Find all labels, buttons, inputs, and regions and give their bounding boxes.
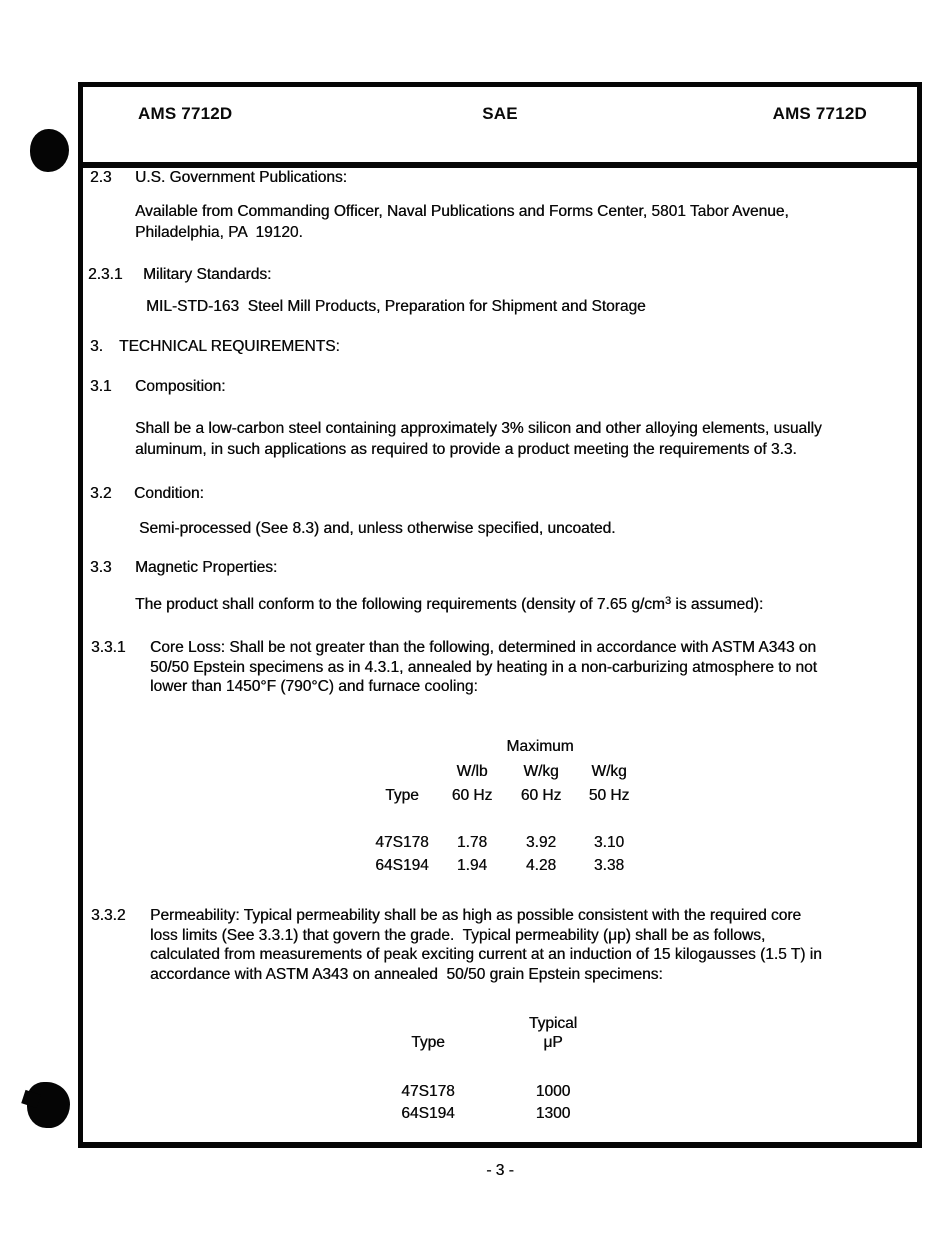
type-cell: 64S194	[375, 857, 429, 874]
paragraph-text: is assumed):	[670, 596, 764, 613]
document-body: 2.3 U.S. Government Publications: Availa…	[83, 168, 917, 1137]
punch-hole-top	[30, 129, 69, 172]
header-organization: SAE	[482, 104, 518, 123]
section-title: Composition:	[135, 378, 226, 395]
document-header: AMS 7712D SAE AMS 7712D	[83, 87, 917, 168]
span-header-maximum: Maximum	[506, 738, 574, 755]
column-header: 50 Hz	[588, 787, 630, 804]
paragraph-line: The product shall conform to the followi…	[135, 595, 903, 616]
permeability-header-row: Type μP	[396, 1034, 598, 1053]
section-3-1-paragraph: Shall be a low-carbon steel containing a…	[135, 419, 903, 460]
column-header: 60 Hz	[451, 787, 493, 804]
table-row: 47S178 1000	[396, 1082, 598, 1104]
column-header: Type	[385, 787, 419, 804]
paragraph-line: Philadelphia, PA 19120.	[135, 223, 303, 241]
section-3-3-paragraph: The product shall conform to the followi…	[135, 595, 903, 616]
value-cell: 1.78	[456, 834, 488, 851]
unit-cell: W/kg	[591, 763, 627, 780]
value-cell: 3.38	[593, 857, 625, 874]
table-row: 47S178 1.78 3.92 3.10	[366, 832, 642, 855]
paragraph-line: aluminum, in such applications as requir…	[135, 440, 797, 458]
empty-cell	[366, 736, 438, 761]
table-row: 64S194 1.94 4.28 3.38	[366, 855, 642, 878]
table-row: 64S194 1300	[396, 1104, 598, 1126]
page-number: - 3 -	[486, 1162, 514, 1179]
section-number: 3.3.1	[91, 639, 126, 656]
section-number: 3.	[90, 338, 103, 355]
section-3-3-1-paragraph: 3.3.1 Core Loss: Shall be not greater th…	[91, 638, 903, 697]
paragraph-line: accordance with ASTM A343 on annealed 50…	[150, 965, 663, 983]
paragraph-line: Semi-processed (See 8.3) and, unless oth…	[139, 520, 616, 537]
superscript-exponent: 3	[664, 594, 671, 607]
value-cell: 1.94	[456, 857, 488, 874]
section-number: 3.3.2	[91, 907, 126, 924]
value-cell: 1000	[535, 1083, 571, 1100]
paragraph-line: Available from Commanding Officer, Naval…	[135, 203, 789, 220]
empty-cell	[396, 1015, 460, 1034]
section-3-1-heading: 3.1 Composition:	[83, 377, 903, 397]
section-3-2-heading: 3.2 Condition:	[83, 484, 903, 504]
paragraph-text: The product shall conform to the followi…	[135, 596, 665, 613]
section-number: 3.2	[90, 485, 112, 502]
section-number: 2.3	[90, 169, 112, 186]
unit-cell	[366, 761, 438, 785]
section-title: Magnetic Properties:	[135, 559, 278, 576]
paragraph-line: MIL-STD-163 Steel Mill Products, Prepara…	[146, 298, 646, 315]
section-2-3-1-heading: 2.3.1 Military Standards:	[83, 265, 903, 285]
column-header: 60 Hz	[520, 787, 562, 804]
core-loss-unit-row: W/lb W/kg W/kg	[366, 761, 642, 785]
core-loss-table: Maximum W/lb W/kg W/kg Type 60 Hz 60 Hz …	[366, 736, 642, 878]
section-3-3-2-paragraph: 3.3.2 Permeability: Typical permeability…	[91, 906, 903, 984]
unit-cell: W/kg	[523, 763, 559, 780]
paragraph-line: Shall be a low-carbon steel containing a…	[135, 420, 822, 437]
section-3-2-paragraph: Semi-processed (See 8.3) and, unless oth…	[139, 519, 903, 539]
punch-hole-bottom	[27, 1082, 70, 1128]
core-loss-header-row: Type 60 Hz 60 Hz 50 Hz	[366, 785, 642, 809]
column-header: μP	[543, 1034, 563, 1051]
paragraph-line: lower than 1450°F (790°C) and furnace co…	[150, 678, 478, 695]
permeability-span-header-row: Typical	[396, 1015, 598, 1034]
header-spec-number-right: AMS 7712D	[772, 104, 867, 123]
paragraph-line: Permeability: Typical permeability shall…	[150, 907, 802, 924]
paragraph-line: calculated from measurements of peak exc…	[150, 946, 822, 963]
paragraph-line: loss limits (See 3.3.1) that govern the …	[150, 926, 766, 944]
section-3-3-heading: 3.3 Magnetic Properties:	[83, 558, 903, 578]
section-number: 3.1	[90, 378, 112, 395]
section-2-3-heading: 2.3 U.S. Government Publications:	[83, 168, 903, 188]
column-header: Type	[411, 1034, 445, 1051]
unit-cell: W/lb	[456, 763, 488, 780]
section-title: U.S. Government Publications:	[135, 169, 347, 186]
span-header-typical: Typical	[528, 1015, 578, 1032]
header-spec-number-left: AMS 7712D	[138, 104, 233, 123]
section-3-heading: 3. TECHNICAL REQUIREMENTS:	[83, 337, 903, 357]
value-cell: 1300	[535, 1105, 571, 1122]
section-title: TECHNICAL REQUIREMENTS:	[119, 338, 340, 355]
value-cell: 4.28	[525, 857, 557, 874]
section-title: Military Standards:	[143, 266, 272, 283]
section-2-3-paragraph: Available from Commanding Officer, Naval…	[135, 202, 903, 243]
section-2-3-1-reference: MIL-STD-163 Steel Mill Products, Prepara…	[146, 297, 903, 317]
core-loss-span-header-row: Maximum	[366, 736, 642, 761]
paragraph-line: 50/50 Epstein specimens as in 4.3.1, ann…	[150, 658, 817, 676]
type-cell: 47S178	[375, 834, 429, 851]
permeability-table: Typical Type μP 47S178 1000 64S194 1300	[396, 1015, 598, 1126]
section-title: Condition:	[134, 485, 204, 502]
value-cell: 3.92	[525, 834, 557, 851]
document-border-box: AMS 7712D SAE AMS 7712D 2.3 U.S. Governm…	[78, 82, 922, 1148]
type-cell: 47S178	[401, 1083, 455, 1100]
paragraph-line: Core Loss: Shall be not greater than the…	[150, 639, 817, 656]
value-cell: 3.10	[593, 834, 625, 851]
section-number: 3.3	[90, 559, 112, 576]
type-cell: 64S194	[401, 1105, 455, 1122]
section-number: 2.3.1	[88, 266, 123, 283]
